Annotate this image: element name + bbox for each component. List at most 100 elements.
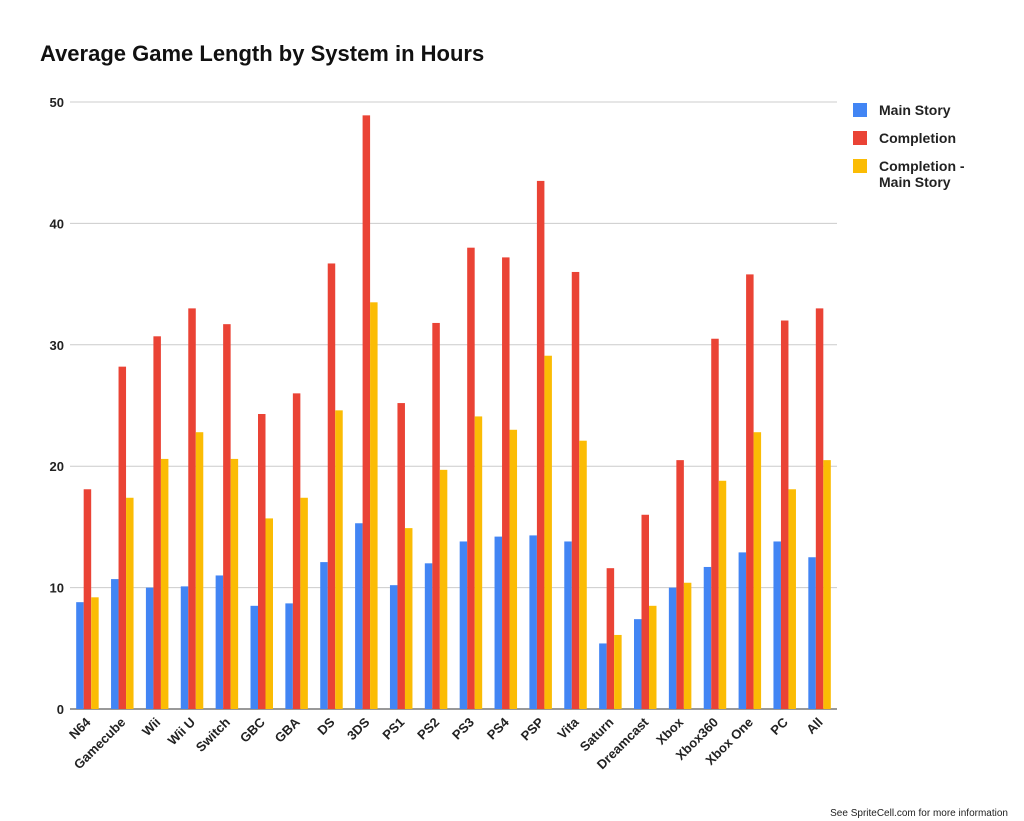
bar bbox=[753, 432, 762, 709]
bar bbox=[494, 536, 503, 709]
bar bbox=[83, 489, 92, 709]
x-tick-label: PS1 bbox=[379, 715, 407, 743]
bar bbox=[327, 263, 336, 709]
bar bbox=[91, 597, 99, 709]
y-tick-label: 50 bbox=[50, 95, 64, 110]
bar bbox=[126, 497, 134, 709]
bar bbox=[579, 440, 587, 709]
bar bbox=[250, 605, 258, 709]
bar bbox=[265, 518, 273, 709]
legend-label: Main Story bbox=[879, 102, 951, 118]
x-tick-label: All bbox=[803, 715, 825, 737]
legend-label: Completion bbox=[879, 130, 956, 146]
bar bbox=[285, 603, 293, 709]
y-tick-label: 10 bbox=[50, 581, 64, 596]
bar bbox=[459, 541, 468, 709]
bar bbox=[362, 115, 371, 709]
bar bbox=[320, 562, 328, 709]
x-tick-label: GBA bbox=[272, 714, 303, 745]
x-tick-label: Vita bbox=[554, 714, 582, 742]
bar bbox=[300, 497, 308, 709]
bar bbox=[738, 552, 747, 709]
y-tick-label: 40 bbox=[50, 216, 64, 231]
bar bbox=[404, 528, 413, 709]
bar bbox=[564, 541, 572, 709]
x-tick-label: Switch bbox=[193, 714, 233, 754]
legend-item: Main Story bbox=[853, 102, 989, 118]
x-tick-label: GBC bbox=[237, 714, 268, 745]
bar bbox=[215, 575, 224, 709]
bar bbox=[223, 324, 231, 709]
y-tick-label: 20 bbox=[50, 459, 64, 474]
bar bbox=[370, 302, 378, 709]
bar bbox=[780, 320, 789, 709]
bar bbox=[432, 322, 440, 709]
bar bbox=[718, 480, 727, 709]
bar bbox=[703, 566, 712, 709]
legend-swatch bbox=[853, 103, 867, 117]
bar bbox=[76, 602, 84, 709]
bar bbox=[355, 523, 363, 709]
chart-title: Average Game Length by System in Hours bbox=[40, 41, 484, 66]
y-tick-label: 0 bbox=[57, 702, 64, 717]
bar bbox=[676, 460, 684, 709]
bar bbox=[230, 458, 239, 709]
bar bbox=[544, 355, 552, 709]
bar bbox=[188, 308, 196, 709]
bar bbox=[614, 634, 622, 709]
bar bbox=[160, 458, 169, 709]
bar bbox=[180, 586, 189, 709]
bar bbox=[599, 643, 607, 709]
bar bbox=[815, 308, 824, 709]
bar bbox=[502, 257, 510, 709]
bar bbox=[389, 585, 398, 709]
legend-item: Completion - Main Story bbox=[853, 158, 989, 190]
bar bbox=[536, 180, 545, 709]
bar bbox=[292, 393, 301, 709]
bar bbox=[606, 568, 615, 709]
y-tick-label: 30 bbox=[50, 338, 64, 353]
x-tick-label: N64 bbox=[66, 714, 94, 742]
bar bbox=[509, 429, 518, 709]
bar bbox=[634, 619, 642, 709]
bar bbox=[649, 605, 657, 709]
legend-swatch bbox=[853, 159, 867, 173]
bar bbox=[683, 582, 692, 709]
bar bbox=[808, 557, 816, 709]
bar bbox=[258, 413, 266, 709]
bar bbox=[571, 271, 580, 709]
x-tick-label: Wii bbox=[139, 715, 163, 739]
footnote: See SpriteCell.com for more information bbox=[830, 808, 1008, 819]
bar bbox=[746, 274, 754, 709]
bar bbox=[397, 403, 405, 709]
bar bbox=[439, 469, 448, 709]
bar bbox=[788, 489, 796, 709]
x-tick-label: PS4 bbox=[484, 714, 513, 743]
x-tick-label: 3DS bbox=[344, 714, 373, 743]
bar bbox=[467, 247, 475, 709]
bar bbox=[335, 410, 343, 709]
bar bbox=[195, 432, 204, 709]
x-tick-label: PSP bbox=[518, 714, 547, 743]
bar bbox=[641, 514, 649, 709]
bar bbox=[111, 579, 119, 709]
legend-swatch bbox=[853, 131, 867, 145]
x-tick-label: PS2 bbox=[414, 715, 442, 743]
bar bbox=[668, 587, 677, 709]
legend-label: Completion - Main Story bbox=[879, 158, 965, 190]
x-tick-label: PC bbox=[767, 714, 791, 738]
bar bbox=[145, 587, 154, 709]
bar bbox=[823, 460, 831, 709]
bar bbox=[711, 338, 719, 709]
x-tick-label: PS3 bbox=[449, 715, 477, 743]
bar bbox=[529, 535, 537, 709]
bar bbox=[118, 366, 127, 709]
x-tick-label: DS bbox=[314, 714, 338, 738]
bar bbox=[474, 416, 483, 709]
legend-item: Completion bbox=[853, 130, 989, 146]
bar bbox=[424, 563, 433, 709]
bar bbox=[773, 541, 781, 709]
bar bbox=[153, 336, 161, 709]
